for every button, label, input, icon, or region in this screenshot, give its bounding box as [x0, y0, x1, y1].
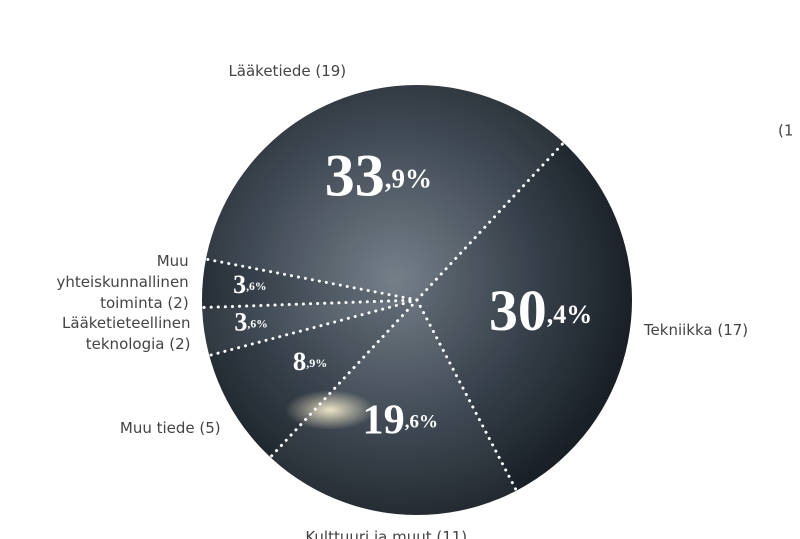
pie-slice [270, 300, 517, 515]
slice-divider [204, 257, 419, 302]
category-label: Kulttuuri ja muut (11) [305, 527, 468, 539]
category-label: Lääketieteellinen teknologia (2) [62, 313, 191, 353]
pie-slice [417, 142, 632, 491]
value-label: 19,6% [363, 396, 438, 443]
light-glow [285, 390, 375, 430]
category-label: Muu yhteiskunnallinen toiminta (2) [56, 251, 189, 312]
slice-divider [207, 298, 419, 358]
value-label: 3,6% [233, 270, 266, 299]
value-label: 33,9% [325, 142, 432, 208]
slice-divider [415, 141, 566, 302]
category-label: Lääketiede (19) [228, 62, 347, 81]
slice-divider [268, 298, 419, 459]
pie-slice [205, 85, 564, 300]
category-label: Muu tiede (5) [119, 418, 221, 437]
value-label: 8,9% [293, 346, 328, 376]
pie-slice [202, 259, 417, 308]
partial-label: (1 [778, 122, 793, 140]
slice-divider [200, 298, 419, 310]
value-label: 30,4% [489, 280, 592, 343]
category-label: Tekniikka (17) [643, 321, 749, 340]
pie-slice [209, 300, 417, 458]
slice-divider [415, 298, 518, 493]
value-label: 3,6% [234, 308, 267, 337]
